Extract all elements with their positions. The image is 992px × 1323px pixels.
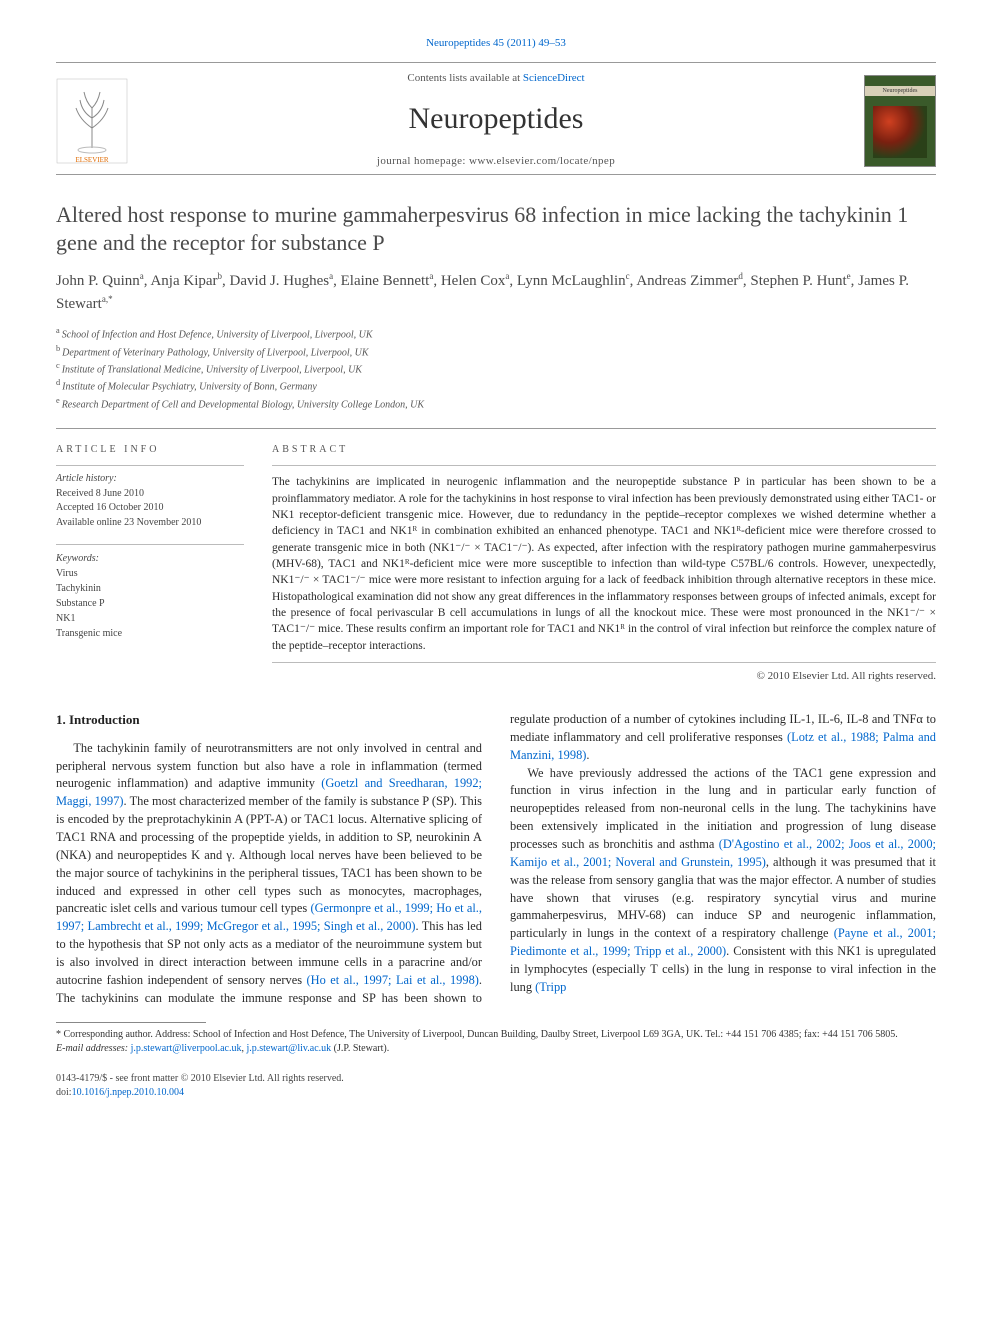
citation-link[interactable]: (Ho et al., 1997; Lai et al., 1998) bbox=[307, 973, 479, 987]
article-info-column: article info Article history: Received 8… bbox=[56, 443, 244, 685]
footnote-rule bbox=[56, 1022, 206, 1023]
abstract-heading: abstract bbox=[272, 443, 936, 458]
author-list: John P. Quinna, Anja Kiparb, David J. Hu… bbox=[56, 270, 936, 315]
journal-title: Neuropeptides bbox=[128, 97, 864, 141]
author: Stephen P. Hunte bbox=[750, 273, 850, 289]
doi-link[interactable]: 10.1016/j.npep.2010.10.004 bbox=[72, 1087, 185, 1098]
footnotes: * Corresponding author. Address: School … bbox=[56, 1028, 936, 1056]
front-matter-line: 0143-4179/$ - see front matter © 2010 El… bbox=[56, 1072, 344, 1087]
elsevier-logo: ELSEVIER bbox=[56, 78, 128, 164]
journal-homepage-url[interactable]: www.elsevier.com/locate/npep bbox=[469, 155, 615, 167]
author: Lynn McLaughlinc bbox=[517, 273, 630, 289]
journal-cover-thumb: Neuropeptides bbox=[864, 75, 936, 167]
section-heading-intro: 1. Introduction bbox=[56, 711, 482, 730]
author: Anja Kiparb bbox=[150, 273, 222, 289]
abstract-copyright: © 2010 Elsevier Ltd. All rights reserved… bbox=[272, 669, 936, 685]
svg-text:ELSEVIER: ELSEVIER bbox=[75, 156, 108, 164]
citation-link[interactable]: (Tripp bbox=[535, 980, 566, 994]
history-received: Received 8 June 2010 bbox=[56, 487, 244, 502]
email-link[interactable]: j.p.stewart@liv.ac.uk bbox=[246, 1043, 331, 1054]
keyword: Tachykinin bbox=[56, 581, 244, 596]
affiliation-list: aSchool of Infection and Host Defence, U… bbox=[56, 325, 936, 412]
email-link[interactable]: j.p.stewart@liverpool.ac.uk bbox=[131, 1043, 242, 1054]
sciencedirect-link[interactable]: ScienceDirect bbox=[523, 72, 585, 84]
history-accepted: Accepted 16 October 2010 bbox=[56, 501, 244, 516]
article-title: Altered host response to murine gammaher… bbox=[56, 201, 936, 256]
top-reference: Neuropeptides 45 (2011) 49–53 bbox=[56, 36, 936, 52]
history-online: Available online 23 November 2010 bbox=[56, 516, 244, 531]
abstract-column: abstract The tachykinins are implicated … bbox=[272, 443, 936, 685]
keyword: Virus bbox=[56, 566, 244, 581]
affiliation: bDepartment of Veterinary Pathology, Uni… bbox=[56, 343, 936, 360]
keyword: Transgenic mice bbox=[56, 626, 244, 641]
journal-homepage: journal homepage: www.elsevier.com/locat… bbox=[128, 154, 864, 170]
affiliation: dInstitute of Molecular Psychiatry, Univ… bbox=[56, 377, 936, 394]
author: Andreas Zimmerd bbox=[636, 273, 743, 289]
journal-masthead: ELSEVIER Contents lists available at Sci… bbox=[56, 62, 936, 175]
corresponding-author-note: * Corresponding author. Address: School … bbox=[56, 1028, 936, 1042]
affiliation: eResearch Department of Cell and Develop… bbox=[56, 395, 936, 412]
footer-meta: 0143-4179/$ - see front matter © 2010 El… bbox=[56, 1072, 936, 1101]
author: John P. Quinna bbox=[56, 273, 144, 289]
body-text: 1. Introduction The tachykinin family of… bbox=[56, 711, 936, 1008]
top-reference-link[interactable]: Neuropeptides 45 (2011) 49–53 bbox=[426, 37, 566, 49]
author: David J. Hughesa bbox=[230, 273, 334, 289]
affiliation: cInstitute of Translational Medicine, Un… bbox=[56, 360, 936, 377]
article-info-heading: article info bbox=[56, 443, 244, 458]
keyword: Substance P bbox=[56, 596, 244, 611]
keywords-label: Keywords: bbox=[56, 551, 244, 566]
author: Helen Coxa bbox=[441, 273, 510, 289]
author: Elaine Bennetta bbox=[341, 273, 434, 289]
affiliation: aSchool of Infection and Host Defence, U… bbox=[56, 325, 936, 342]
contents-line: Contents lists available at ScienceDirec… bbox=[128, 71, 864, 87]
abstract-body: The tachykinins are implicated in neurog… bbox=[272, 465, 936, 663]
email-label: E-mail addresses: bbox=[56, 1043, 131, 1054]
keyword: NK1 bbox=[56, 611, 244, 626]
article-history-label: Article history: bbox=[56, 472, 244, 487]
